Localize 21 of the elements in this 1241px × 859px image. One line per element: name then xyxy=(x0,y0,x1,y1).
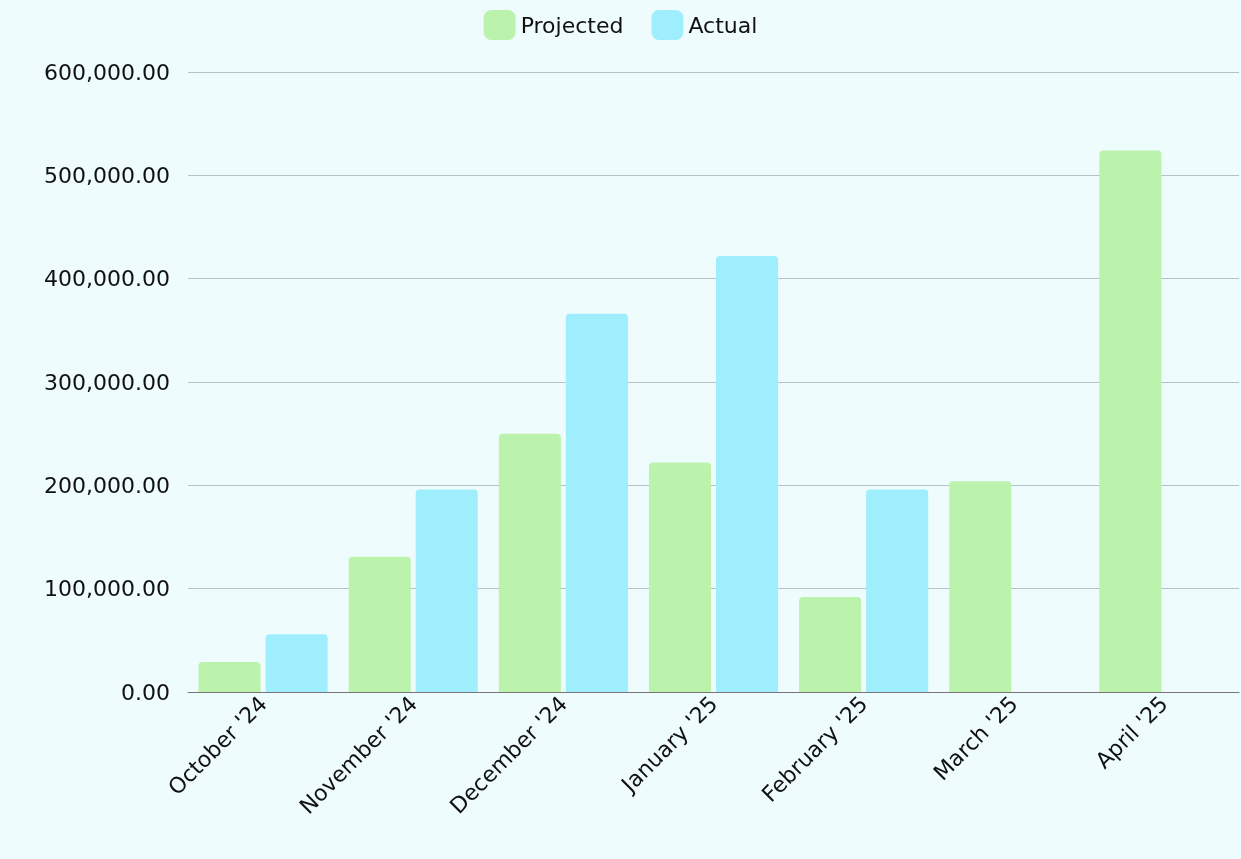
y-tick-label: 500,000.00 xyxy=(44,162,170,188)
bar xyxy=(265,634,328,692)
bar xyxy=(799,596,862,692)
y-tick-label: 0.00 xyxy=(121,679,170,705)
bar xyxy=(715,255,779,692)
bar xyxy=(866,489,929,692)
y-tick-label: 600,000.00 xyxy=(44,59,170,85)
bar xyxy=(198,662,261,692)
bar xyxy=(648,462,712,692)
bar xyxy=(1099,150,1162,692)
bar xyxy=(498,433,561,692)
bar xyxy=(348,556,411,692)
bar xyxy=(565,313,628,692)
legend-label: Actual xyxy=(688,12,758,38)
legend-label: Projected xyxy=(520,12,624,38)
bar xyxy=(949,481,1012,692)
y-tick-label: 100,000.00 xyxy=(44,576,170,602)
bar xyxy=(415,489,478,692)
y-tick-label: 300,000.00 xyxy=(44,369,170,395)
y-tick-label: 200,000.00 xyxy=(44,472,170,498)
y-tick-label: 400,000.00 xyxy=(44,266,170,292)
